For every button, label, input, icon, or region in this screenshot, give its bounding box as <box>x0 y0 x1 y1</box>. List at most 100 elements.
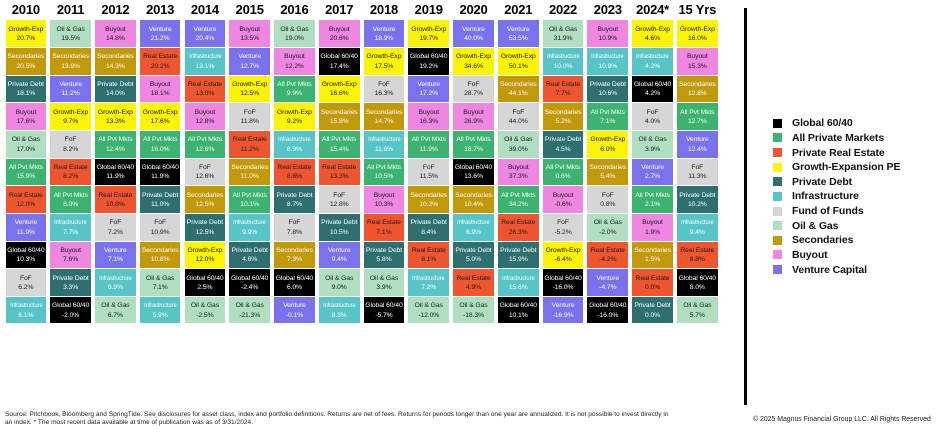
tile-return-value: -2.0% <box>599 228 617 236</box>
year-header: 2019 <box>414 2 443 17</box>
tile-asset-label: Oil & Gas <box>11 136 40 144</box>
tile-return-value: 7.2% <box>107 228 123 236</box>
tile-return-value: -16.9% <box>552 311 574 319</box>
tile-asset-label: All Pvt Mkts <box>411 136 446 144</box>
legend-label: All Private Markets <box>792 131 885 144</box>
tile-asset-label: Private Debt <box>455 246 492 254</box>
tile-return-value: 19.2% <box>419 62 439 70</box>
year-column-2024: 2024* Growth-Exp 4.6% Infrastructure 4.2% Glo… <box>632 2 673 324</box>
tile-return-value: 6.9% <box>465 228 482 236</box>
tile-allpvt: All Pvt Mkts 15.4% <box>318 131 360 158</box>
tile-buyout: Buyout 37.3% <box>497 158 539 186</box>
tile-asset-label: Global 60/40 <box>454 163 493 171</box>
tile-realestate: Real Estate 8.8% <box>676 241 718 269</box>
tile-infrastructure: Infrastructure 4.2% <box>632 48 673 75</box>
tile-return-value: 10.5% <box>374 173 394 181</box>
tile-realestate: Real Estate 7.7% <box>542 75 584 103</box>
source-note: Source: Pitchbook, Bloomberg and SpringT… <box>5 411 695 427</box>
tile-return-value: 12.0% <box>16 200 36 208</box>
tile-return-value: 8.4% <box>421 228 437 236</box>
year-header: 2010 <box>11 2 40 17</box>
tile-asset-label: Real Estate <box>143 53 178 61</box>
tile-return-value: 0.6% <box>555 173 571 181</box>
tile-asset-label: Oil & Gas <box>504 136 533 144</box>
tile-infrastructure: Infrastructure 6.9% <box>453 213 494 241</box>
tile-asset-label: Buyout <box>687 53 708 61</box>
year-column-2023: 2023 Buyout 10.9% Infrastructure 10.9% Privat… <box>587 2 629 324</box>
tile-allpvt: All Pvt Mkts 2.1% <box>632 186 673 213</box>
tile-return-value: 0.0% <box>645 283 661 291</box>
legend-item-fof: Fund of Funds <box>773 204 900 219</box>
tile-return-value: 19.5% <box>61 35 80 43</box>
tile-privatedebt: Private Debt 5.8% <box>363 241 405 269</box>
tile-fof: FoF 11.5% <box>408 158 450 186</box>
year-header: 2012 <box>101 2 130 17</box>
tile-return-value: 13.3% <box>329 173 349 181</box>
tile-growth: Growth-Exp 16.6% <box>318 75 360 103</box>
tile-venture: Venture -16.9% <box>542 296 584 324</box>
tile-infrastructure: Infrastructure 10.9% <box>587 48 629 75</box>
tile-realestate: Real Estate -4.2% <box>587 241 629 269</box>
tile-return-value: -2.0% <box>61 311 80 319</box>
tile-return-value: 12.7% <box>240 62 260 70</box>
tile-return-value: 17.4% <box>329 62 349 70</box>
tile-oilgas: Oil & Gas -2.5% <box>184 296 226 324</box>
tile-fof: FoF 28.7% <box>453 75 494 103</box>
tile-return-value: 10.1% <box>240 200 260 208</box>
tile-growth: Growth-Exp 17.6% <box>139 103 181 130</box>
tile-secondaries: Secondaries 11.0% <box>229 158 271 186</box>
tile-return-value: -16.0% <box>552 283 574 291</box>
tile-asset-label: Private Debt <box>321 219 358 227</box>
tile-return-value: 3.3% <box>63 283 79 291</box>
tile-asset-label: Venture <box>327 246 351 254</box>
tile-asset-label: Oil & Gas <box>146 274 175 282</box>
tile-asset-label: Secondaries <box>231 163 269 171</box>
tile-return-value: 12.8% <box>195 118 215 126</box>
tile-global6040: Global 60/40 17.4% <box>318 48 360 75</box>
tile-secondaries: Secondaries 14.3% <box>95 48 136 75</box>
tile-asset-label: FoF <box>19 274 32 282</box>
tile-privatedebt: Private Debt 0.0% <box>632 296 673 324</box>
copyright-note: © 2025 Magnus Financial Group LLC. All R… <box>753 415 931 423</box>
tile-allpvt: All Pvt Mkts 10.1% <box>229 186 271 213</box>
source-note-line2: an index. * The most recent data availab… <box>5 418 254 426</box>
year-header: 2015 <box>235 2 264 17</box>
tile-asset-label: Private Debt <box>97 81 134 89</box>
tile-return-value: -0.1% <box>285 311 304 319</box>
tile-return-value: 11.9% <box>106 173 125 181</box>
tile-return-value: 8.8% <box>689 256 705 264</box>
tile-buyout: Buyout 13.5% <box>229 20 271 48</box>
tile-asset-label: Global 60/40 <box>499 302 537 310</box>
tile-return-value: 21.2% <box>150 35 170 43</box>
tile-return-value: 12.0% <box>195 256 215 264</box>
tile-return-value: 10.9% <box>150 228 170 236</box>
tile-oilgas: Oil & Gas 31.9% <box>542 20 584 48</box>
tile-asset-label: Secondaries <box>634 246 671 254</box>
legend-swatch-secondaries <box>773 235 782 245</box>
tile-global6040: Global 60/40 10.3% <box>5 241 47 269</box>
tile-asset-label: Buyout <box>642 219 663 227</box>
tile-global6040: Global 60/40 4.2% <box>632 75 673 103</box>
tile-allpvt: All Pvt Mkts 18.7% <box>453 131 494 158</box>
tile-return-value: 18.7% <box>464 145 483 153</box>
tile-asset-label: Oil & Gas <box>325 274 354 282</box>
tile-return-value: 6.2% <box>18 283 34 291</box>
legend-label: Venture Capital <box>792 263 867 276</box>
tile-return-value: 0.0% <box>645 311 661 319</box>
tile-return-value: 5.7% <box>689 311 705 319</box>
tile-global6040: Global 60/40 13.6% <box>453 158 494 186</box>
tile-asset-label: Venture <box>148 25 172 33</box>
legend-swatch-growth <box>773 162 782 172</box>
tile-return-value: 15.9% <box>16 173 36 181</box>
tile-return-value: 16.6% <box>329 90 349 98</box>
tile-infrastructure: Infrastructure 7.7% <box>50 213 91 241</box>
tile-return-value: 4.5% <box>555 145 571 153</box>
tile-venture: Venture -0.1% <box>274 296 315 324</box>
tile-return-value: 17.2% <box>419 90 439 98</box>
tile-return-value: 11.9% <box>16 228 35 236</box>
tile-global6040: Global 60/40 10.1% <box>497 296 539 324</box>
tile-asset-label: All Pvt Mkts <box>456 136 491 144</box>
legend-item-buyout: Buyout <box>773 248 900 263</box>
tile-fof: FoF 0.8% <box>587 186 629 213</box>
tile-asset-label: Growth-Exp <box>142 108 178 116</box>
